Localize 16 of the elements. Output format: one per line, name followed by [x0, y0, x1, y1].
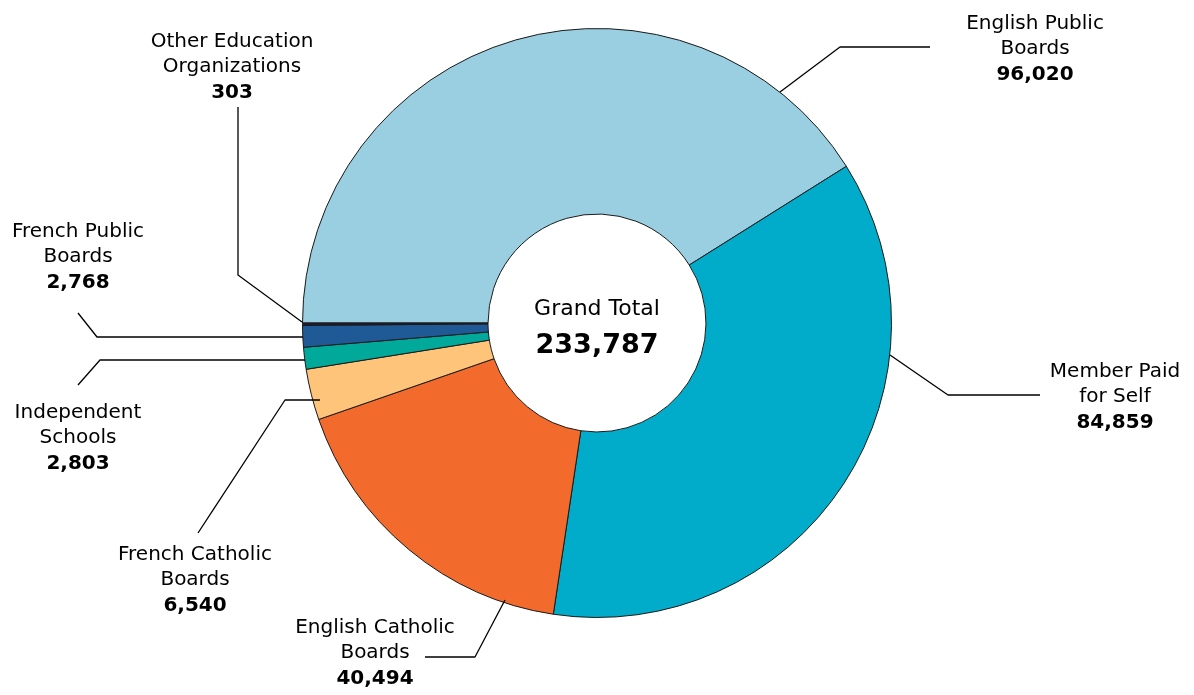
slice-label: English Public Boards [966, 10, 1104, 60]
slice-label: Independent Schools [14, 399, 142, 449]
data-label: 84,859 [1076, 409, 1154, 434]
data-label: 303 [211, 79, 253, 104]
slice-label: French Catholic Boards [118, 541, 272, 591]
text: Grand Total [534, 294, 660, 320]
slice-label: English Catholic Boards [295, 614, 455, 664]
data-label: 96,020 [996, 61, 1074, 86]
data-label: 2,768 [46, 269, 110, 294]
data-label: 40,494 [336, 665, 414, 690]
slice-label: Other Education Organizations [150, 28, 314, 78]
slice-label: French Public Boards [11, 218, 145, 268]
data-label: 2,803 [46, 450, 110, 475]
slice-label: Member Paid for Self [1049, 358, 1181, 408]
data-label: 6,540 [163, 592, 227, 617]
text: 233,787 [535, 328, 659, 360]
